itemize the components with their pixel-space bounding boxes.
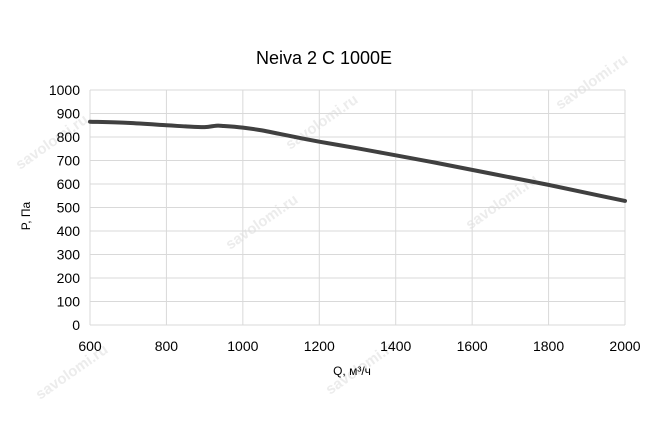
x-tick-label: 800 <box>155 338 179 354</box>
series-line <box>88 119 627 203</box>
chart-title: Neiva 2 C 1000E <box>256 48 392 68</box>
x-tick-label: 1200 <box>304 338 335 354</box>
y-tick-label: 200 <box>57 270 81 286</box>
y-axis-label: P, Па <box>19 201 33 230</box>
y-axis-ticks: 0 100 200 300 400 500 600 700 800 900 1000 <box>49 82 80 333</box>
y-tick-label: 600 <box>57 176 81 192</box>
y-tick-label: 700 <box>57 153 81 169</box>
y-tick-label: 400 <box>57 223 81 239</box>
grid <box>89 89 626 326</box>
watermark-text: savolomi.ru <box>553 51 632 113</box>
series-layer <box>88 119 627 203</box>
y-tick-label: 0 <box>72 317 80 333</box>
y-tick-label: 100 <box>57 294 81 310</box>
y-tick-label: 500 <box>57 200 81 216</box>
y-tick-label: 300 <box>57 247 81 263</box>
x-tick-label: 1000 <box>227 338 258 354</box>
watermark-text: savolomi.ru <box>223 191 302 253</box>
x-tick-label: 1600 <box>457 338 488 354</box>
x-tick-label: 1400 <box>380 338 411 354</box>
y-tick-label: 800 <box>57 129 81 145</box>
x-tick-label: 600 <box>78 338 102 354</box>
y-tick-label: 1000 <box>49 82 80 98</box>
x-tick-label: 1800 <box>533 338 564 354</box>
x-axis-ticks: 600 800 1000 1200 1400 1600 1800 2000 <box>78 338 640 354</box>
x-tick-label: 2000 <box>609 338 640 354</box>
x-axis-label: Q, м³/ч <box>333 364 371 378</box>
y-tick-label: 900 <box>57 106 81 122</box>
